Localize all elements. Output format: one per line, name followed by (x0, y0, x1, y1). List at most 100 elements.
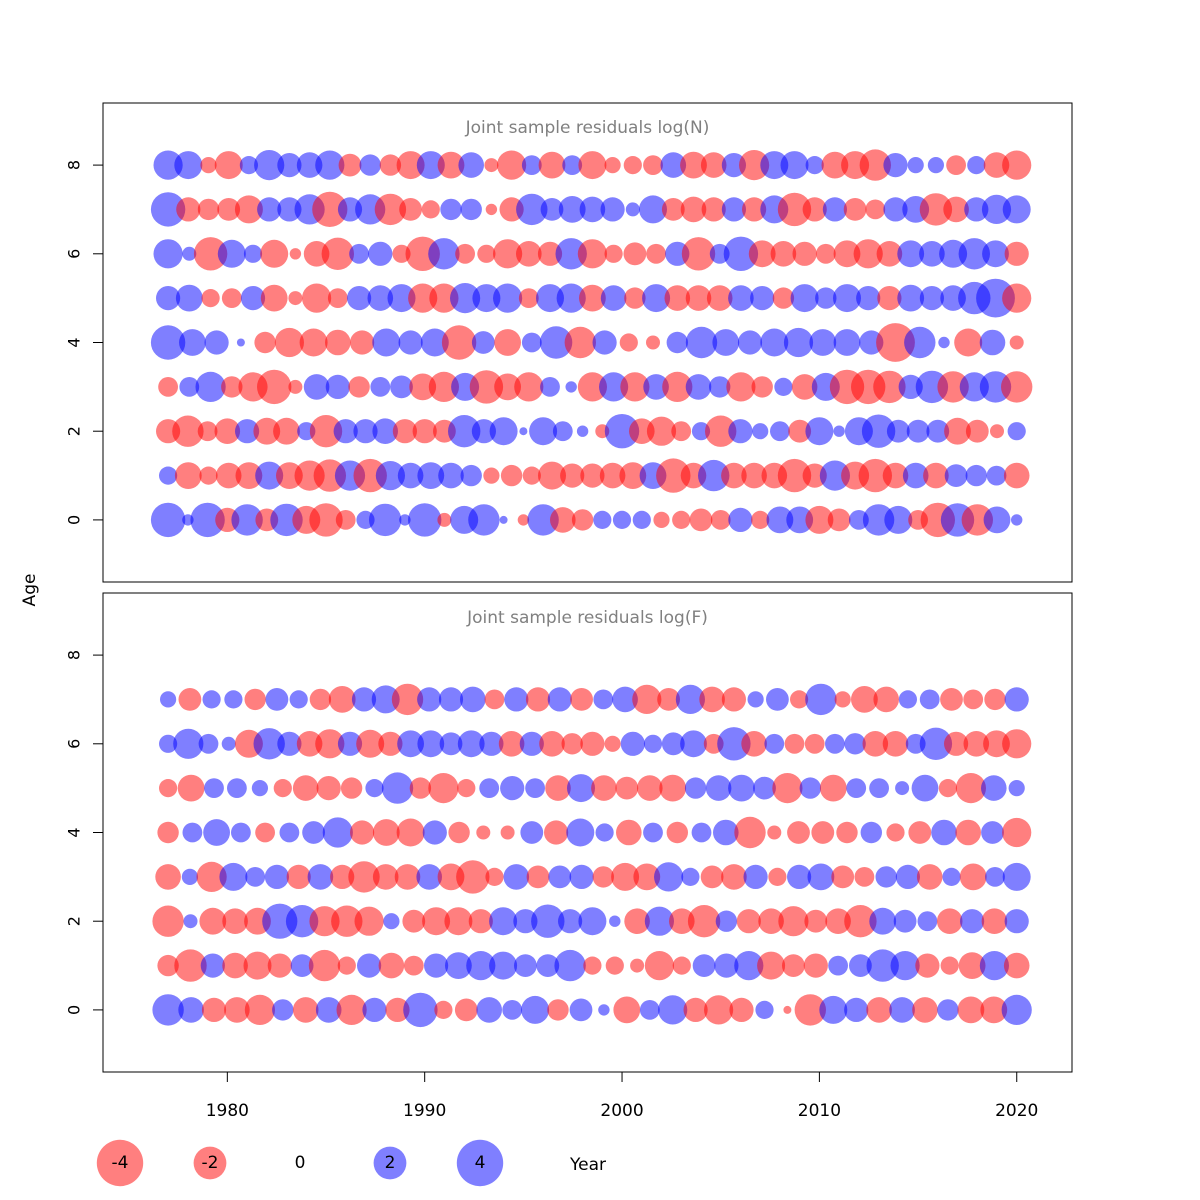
residual-bubble (403, 955, 424, 976)
residual-bubble (961, 504, 993, 536)
residual-bubble (906, 419, 930, 443)
residual-bubble (958, 952, 986, 979)
residual-bubble (175, 284, 203, 312)
residual-bubble (895, 781, 910, 796)
residual-bubble (625, 202, 640, 217)
residual-bubble (662, 371, 693, 402)
residual-bubble (1007, 422, 1026, 441)
residual-bubble (399, 514, 411, 526)
residual-bubble (919, 193, 953, 226)
residual-bubble (479, 778, 500, 798)
residual-bubble (897, 284, 925, 312)
residual-bubble (255, 822, 275, 843)
residual-bubble (500, 825, 515, 840)
legend-label: 4 (475, 1153, 486, 1173)
residual-bubble (460, 198, 482, 221)
residual-bubble (904, 326, 936, 359)
residual-bubble (684, 777, 707, 799)
residual-bubble (448, 821, 470, 844)
residual-bubble (981, 775, 1007, 801)
residual-bubble (204, 778, 224, 798)
residual-bubble (943, 196, 969, 223)
residual-bubble (767, 825, 782, 840)
x-axis: 1980 1990 2000 2010 2020 (206, 1071, 1038, 1121)
residual-bubble (616, 819, 642, 846)
residual-bubble (600, 197, 625, 222)
residual-bubble (957, 996, 985, 1024)
residual-bubble (886, 419, 910, 443)
residual-bubble (372, 819, 400, 846)
residual-bubble (390, 375, 413, 399)
residual-bubble (889, 997, 915, 1023)
residual-bubble (721, 153, 747, 178)
residual-bubble (455, 243, 475, 264)
residual-bubble (309, 906, 340, 937)
residual-bubble (402, 909, 426, 933)
residual-bubble (483, 467, 500, 484)
residual-bubble (766, 506, 794, 534)
residual-bubble (805, 417, 834, 446)
residual-bubble (833, 425, 845, 437)
residual-bubble (579, 196, 606, 223)
x-tick-label: 2010 (798, 1101, 841, 1121)
panel-title: Joint sample residuals log(N) (465, 118, 710, 138)
residual-bubble (325, 374, 350, 399)
residual-bubble (704, 995, 734, 1025)
residual-bubble (520, 821, 544, 844)
residual-bubble (525, 778, 545, 798)
residual-bubble (468, 504, 500, 536)
residual-bubble (274, 327, 304, 358)
residual-bubble (289, 690, 308, 709)
residual-bubble (825, 908, 851, 934)
residual-bubble (620, 372, 650, 402)
residual-bubble (460, 464, 482, 487)
residual-bubble (836, 821, 858, 844)
residual-bubble (383, 913, 400, 930)
residual-bubble (768, 867, 787, 887)
residual-bubble (983, 152, 1010, 178)
residual-bubble (441, 325, 477, 360)
residual-bubble (804, 733, 825, 754)
residual-bubble (357, 953, 382, 978)
residual-bubble (980, 996, 1008, 1024)
residual-bubble (642, 284, 671, 313)
residual-bubble (567, 774, 595, 803)
residual-bubble (777, 458, 812, 493)
residual-bubble (548, 865, 572, 889)
residual-bubble (726, 372, 756, 402)
legend-bubble (373, 1146, 407, 1180)
residual-bubble (412, 419, 437, 444)
residual-bubble (758, 908, 784, 934)
residual-bubble (239, 156, 258, 175)
panels-layer: Joint sample residuals log(N)02468Joint … (65, 102, 1073, 1121)
residual-bubble (666, 821, 688, 844)
residual-bubble (802, 463, 827, 488)
residual-bubble (611, 862, 640, 891)
residual-bubble (434, 1000, 453, 1020)
residual-bubble (741, 462, 767, 489)
residual-bubble (1008, 780, 1025, 797)
residual-bubble (569, 864, 594, 890)
residual-bubble (815, 287, 837, 309)
residual-bubble (450, 283, 481, 314)
residual-bubble (172, 415, 204, 447)
residual-bubble (661, 732, 685, 756)
legend-bubble (456, 1139, 504, 1187)
residual-bubble (471, 331, 495, 354)
residual-bubble (623, 156, 642, 175)
residual-bubble (983, 730, 1010, 758)
residual-bubble (865, 199, 886, 220)
residual-bubble (923, 462, 949, 489)
residual-bubble (1001, 994, 1032, 1025)
residual-bubble (485, 203, 498, 216)
residual-bubble (371, 685, 400, 714)
residual-bubble (822, 197, 848, 222)
residual-bubble (299, 328, 328, 357)
residual-bubble (827, 508, 851, 532)
residual-bubble (437, 512, 452, 527)
residual-bubble (805, 683, 837, 716)
residual-bubble (253, 728, 285, 760)
residual-bubble (178, 997, 204, 1023)
residual-bubble (979, 951, 1010, 981)
residual-bubble (519, 427, 528, 436)
